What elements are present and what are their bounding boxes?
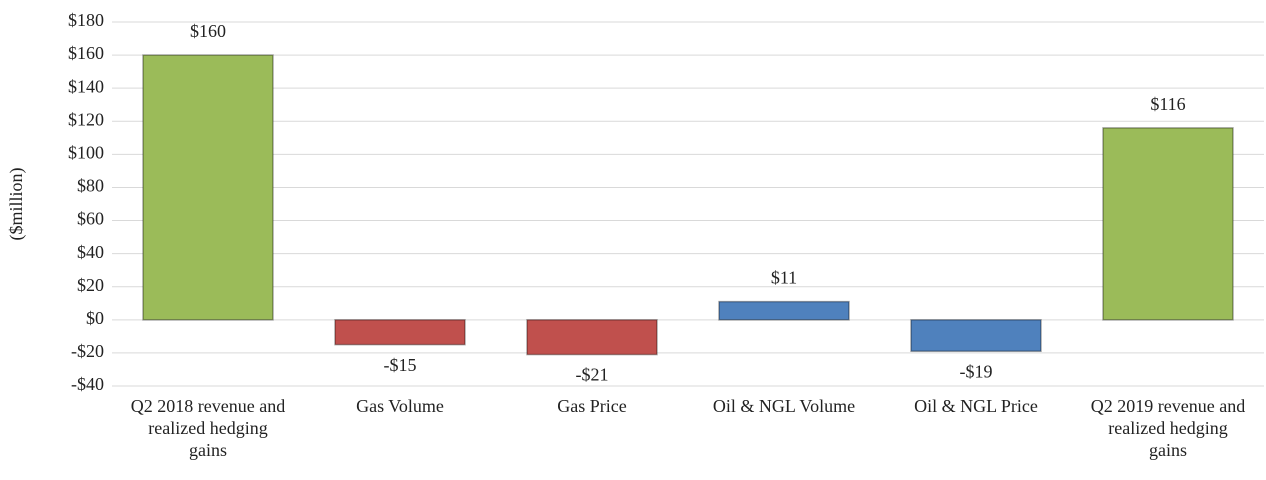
y-tick-label: -$20 [71,341,104,361]
value-label: -$19 [960,361,993,381]
y-axis-label: ($million) [6,168,27,241]
bar [334,319,466,346]
y-tick-label: $180 [68,10,104,30]
y-tick-label: $100 [68,142,104,162]
bar [718,300,850,321]
value-label: $160 [190,21,226,41]
x-tick-label: Gas Volume [356,396,444,416]
bar [526,319,658,356]
y-tick-label: $60 [77,209,104,229]
bar [142,54,274,321]
x-tick-label: Gas Price [557,396,626,416]
bar [910,319,1042,353]
x-tick-label: Q2 2018 revenue and realized hedging gains [131,396,285,460]
x-tick-label: Oil & NGL Volume [713,396,855,416]
y-tick-label: -$40 [71,374,104,394]
y-tick-label: $0 [86,308,104,328]
y-tick-label: $20 [77,275,104,295]
y-tick-label: $120 [68,109,104,129]
y-tick-label: $140 [68,76,104,96]
x-tick-label: Oil & NGL Price [914,396,1038,416]
x-tick-label: Q2 2019 revenue and realized hedging gains [1091,396,1245,460]
bar [1102,127,1234,321]
y-tick-label: $160 [68,43,104,63]
y-tick-label: $40 [77,242,104,262]
value-label: $116 [1150,94,1185,114]
value-label: -$15 [384,355,417,375]
y-tick-label: $80 [77,176,104,196]
value-label: -$21 [576,365,609,385]
value-label: $11 [771,268,797,288]
